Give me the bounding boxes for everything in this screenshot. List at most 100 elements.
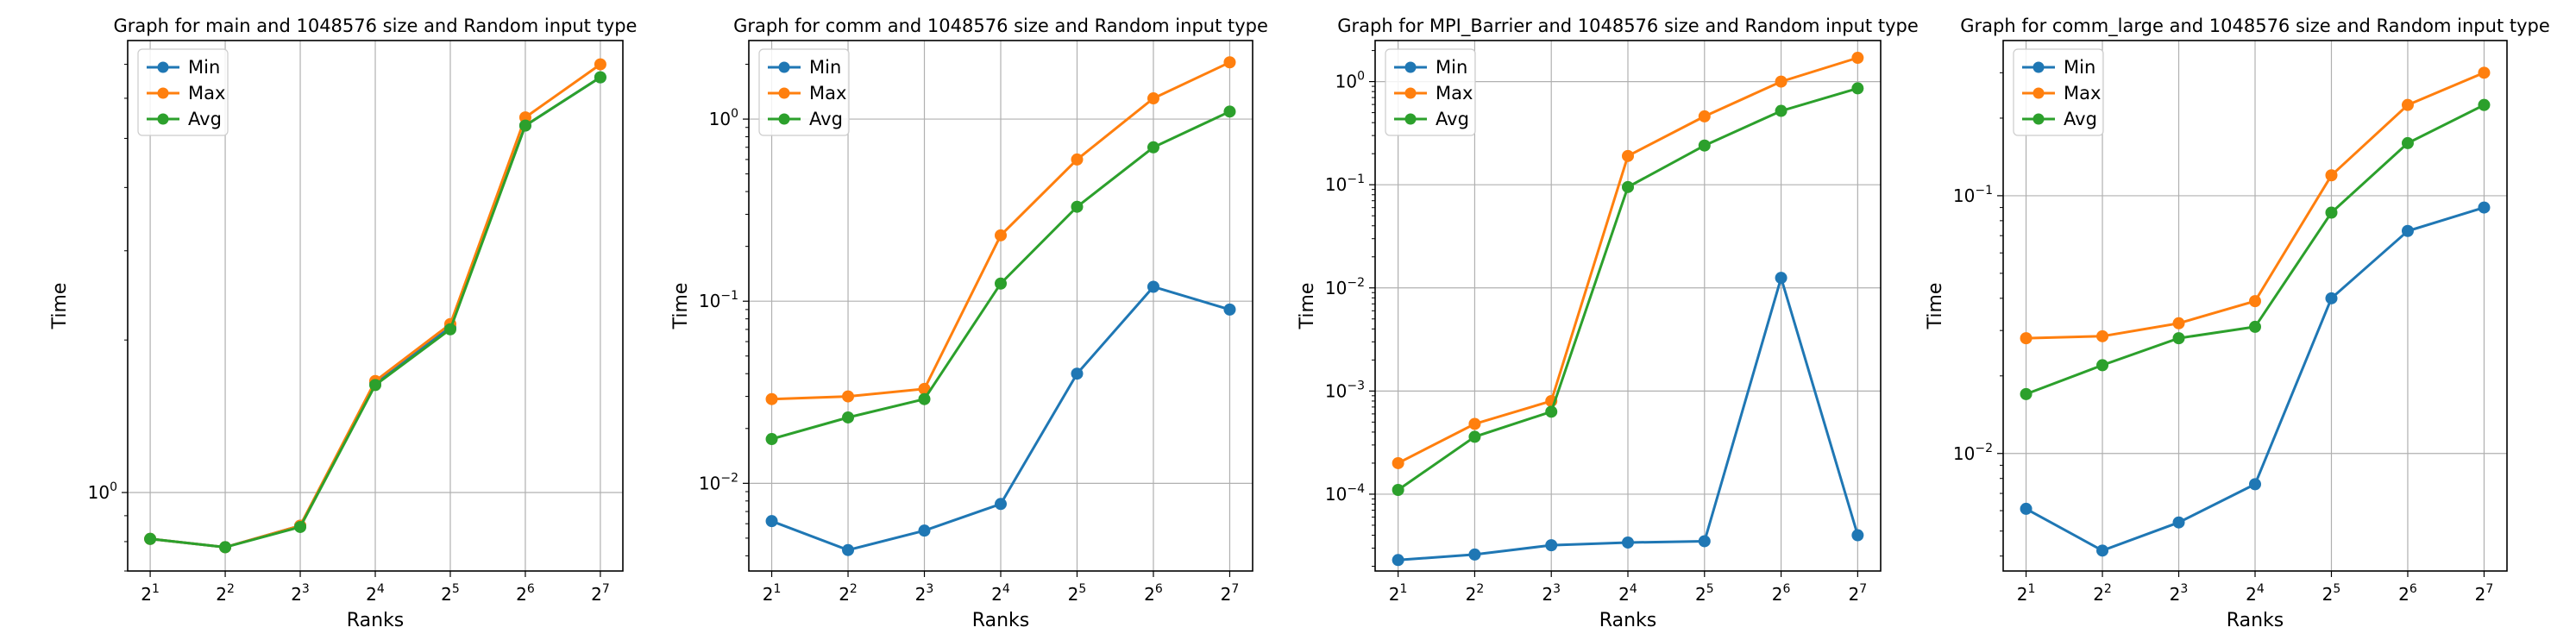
data-point-avg: [2401, 136, 2414, 149]
data-point-max: [1071, 153, 1084, 166]
data-point-max: [995, 229, 1007, 242]
data-point-min: [1698, 535, 1711, 548]
x-tick-label-exp: 1: [2027, 582, 2035, 596]
data-point-min: [1147, 280, 1159, 293]
x-axis-label: Ranks: [347, 610, 404, 631]
data-point-max: [2249, 295, 2261, 308]
data-point-max: [1775, 75, 1787, 88]
data-point-min: [1468, 548, 1481, 561]
data-point-avg: [918, 392, 931, 405]
data-point-max: [594, 58, 606, 71]
x-tick-label-base: 2: [763, 584, 774, 605]
x-tick-label: 27: [1849, 582, 1868, 605]
x-tick-label-base: 2: [839, 584, 850, 605]
x-tick-label-base: 2: [2475, 584, 2486, 605]
x-tick-label-exp: 2: [2104, 582, 2112, 596]
data-point-min: [2172, 516, 2185, 529]
data-point-min: [2096, 544, 2109, 557]
legend-marker-avg: [2033, 113, 2045, 125]
y-tick-label-base: 10: [1325, 380, 1347, 401]
data-point-avg: [369, 379, 381, 392]
x-tick-label-exp: 5: [452, 582, 460, 596]
x-tick-label: 21: [2017, 582, 2036, 605]
x-tick-label-exp: 4: [2257, 582, 2265, 596]
data-point-avg: [1775, 104, 1787, 117]
legend-label-max: Max: [1436, 83, 1473, 104]
y-tick-label-base: 10: [699, 291, 720, 311]
data-point-avg: [1468, 430, 1481, 443]
y-tick-label-exp: −2: [720, 471, 738, 485]
x-tick-label-base: 2: [2322, 584, 2334, 605]
data-point-max: [2325, 169, 2338, 182]
x-axis-label: Ranks: [972, 610, 1029, 631]
y-axis-label: Time: [1925, 283, 1946, 330]
y-tick-label: 10−1: [1953, 184, 1993, 206]
legend-label-avg: Avg: [1436, 109, 1469, 129]
data-point-max: [2096, 329, 2109, 342]
data-point-min: [1775, 272, 1787, 285]
y-tick-label-base: 10: [1325, 278, 1347, 298]
legend-label-avg: Avg: [188, 109, 222, 129]
x-tick-label: 24: [2246, 582, 2265, 605]
x-tick-label-exp: 7: [2485, 582, 2493, 596]
y-tick-label-exp: −2: [1347, 276, 1365, 290]
data-point-avg: [1392, 483, 1404, 496]
x-tick-label: 25: [1695, 582, 1714, 605]
x-tick-label: 22: [2093, 582, 2112, 605]
y-tick-label: 10−4: [1325, 482, 1365, 505]
legend-marker-max: [2033, 87, 2045, 99]
y-tick-label: 10−2: [1953, 442, 1993, 464]
x-tick-label: 23: [915, 582, 934, 605]
data-point-avg: [219, 541, 232, 554]
legend-marker-min: [157, 61, 169, 73]
data-point-avg: [1223, 105, 1236, 118]
x-tick-label-exp: 3: [926, 582, 933, 596]
data-point-avg: [2020, 387, 2033, 400]
data-point-avg: [443, 323, 456, 336]
x-tick-label-exp: 4: [1002, 582, 1010, 596]
data-point-avg: [1851, 82, 1864, 95]
x-tick-label-base: 2: [1221, 584, 1232, 605]
x-tick-label-base: 2: [216, 584, 227, 605]
x-tick-label-base: 2: [991, 584, 1002, 605]
data-point-min: [2325, 292, 2338, 304]
data-point-avg: [594, 71, 606, 84]
x-tick-label-base: 2: [2246, 584, 2257, 605]
x-tick-label-exp: 5: [1706, 582, 1714, 596]
x-tick-label-exp: 1: [773, 582, 781, 596]
x-tick-label-base: 2: [1542, 584, 1553, 605]
data-point-min: [2249, 478, 2261, 491]
x-tick-label-base: 2: [1144, 584, 1155, 605]
data-point-max: [1147, 92, 1159, 105]
x-tick-label: 26: [1144, 582, 1163, 605]
data-point-min: [2401, 224, 2414, 237]
y-tick-label-base: 10: [88, 482, 110, 503]
x-tick-label-base: 2: [2093, 584, 2104, 605]
y-tick-label-exp: −1: [1347, 173, 1365, 186]
x-tick-label-exp: 2: [850, 582, 858, 596]
legend-marker-avg: [1404, 113, 1417, 125]
x-tick-label-base: 2: [1389, 584, 1400, 605]
legend-marker-max: [157, 87, 169, 99]
x-tick-label-exp: 3: [302, 582, 310, 596]
data-point-avg: [2096, 359, 2109, 372]
x-tick-label-base: 2: [591, 584, 602, 605]
data-point-avg: [294, 520, 307, 533]
x-tick-label: 21: [141, 582, 160, 605]
y-tick-label-base: 10: [1325, 174, 1347, 195]
legend-label-min: Min: [809, 57, 841, 78]
y-tick-label: 10−2: [699, 471, 738, 493]
chart-title: Graph for comm and 1048576 size and Rand…: [733, 16, 1268, 36]
y-tick-label: 10−1: [699, 289, 738, 311]
x-tick-label-base: 2: [1618, 584, 1630, 605]
legend-label-avg: Avg: [2064, 109, 2097, 129]
x-tick-label-exp: 5: [1078, 582, 1086, 596]
y-tick-label-base: 10: [699, 473, 720, 493]
data-point-avg: [144, 532, 157, 545]
y-tick-label-base: 10: [709, 109, 731, 129]
y-tick-label: 10−1: [1325, 173, 1365, 195]
legend-marker-min: [2033, 61, 2045, 73]
x-tick-label-exp: 2: [1476, 582, 1484, 596]
